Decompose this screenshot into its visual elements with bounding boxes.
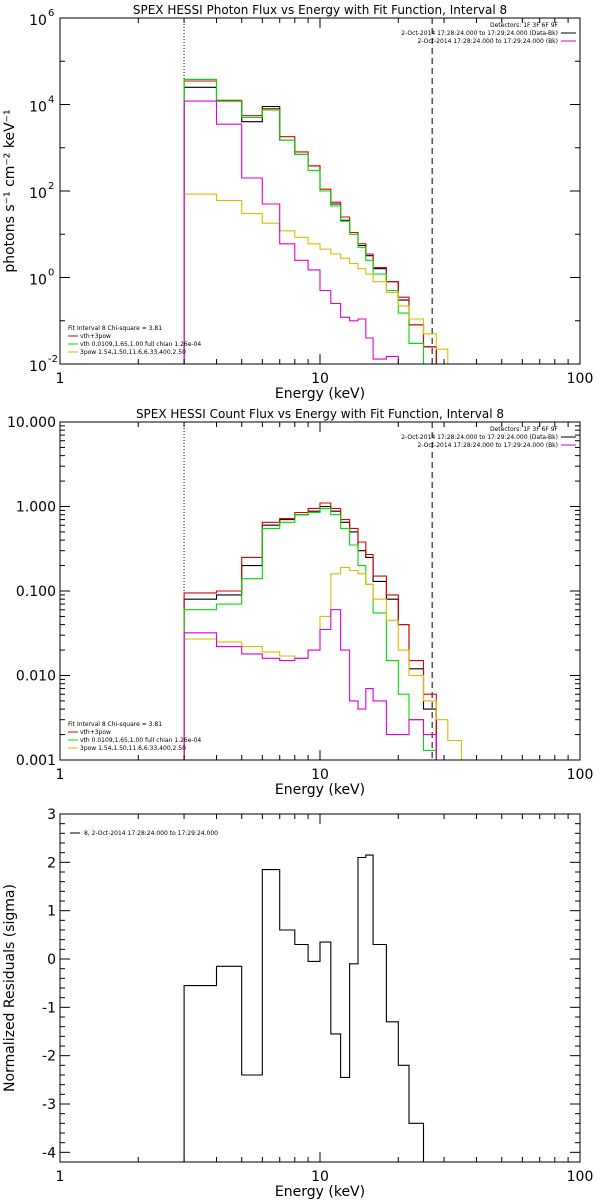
series-bpow-step-line <box>183 566 477 760</box>
legend-bottomleft-text: vth+3pow <box>80 333 111 340</box>
plot-area <box>183 854 437 1162</box>
legend-topright-text: 2-Oct-2014 17:28:24.000 to 17:29:24.000 … <box>418 38 559 45</box>
y-tick-exponent: 6 <box>48 8 54 19</box>
y-tick-label: -1 <box>42 1000 56 1016</box>
x-tick-label: 1 <box>56 371 65 387</box>
y-tick-label: 0 <box>47 952 56 968</box>
x-axis-label: Energy (keV) <box>275 386 365 402</box>
legend-topright-text: Detectors: 1F 3F 6F 9F <box>490 22 559 29</box>
y-tick-label: 0.001 <box>16 753 56 769</box>
y-tick-label: 10.000 <box>7 415 56 431</box>
x-axis-label: Energy (keV) <box>275 1184 365 1200</box>
x-tick-label: 10 <box>311 1169 329 1185</box>
x-tick-label: 1 <box>56 767 65 783</box>
y-tick-label: -3 <box>42 1097 56 1113</box>
legend-bottomleft-text: Fit Interval 8 Chi-square = 3.81 <box>68 325 162 332</box>
x-tick-label: 100 <box>567 371 594 387</box>
series-bpow-step-line <box>183 193 477 364</box>
chart-title: SPEX HESSI Photon Flux vs Energy with Fi… <box>133 3 507 17</box>
x-tick-label: 10 <box>311 767 329 783</box>
x-tick-label: 10 <box>311 371 329 387</box>
series-data-step-line <box>183 854 437 1162</box>
y-tick-label: 0.100 <box>16 584 56 600</box>
chart-panel-2: SPEX HESSI Count Flux vs Energy with Fit… <box>7 407 593 798</box>
y-tick-label: -2 <box>42 1049 56 1065</box>
series-bk-step-line <box>183 609 477 760</box>
plot-frame <box>59 813 581 1163</box>
legend-bottomleft-text: vth 0.0109,1.65,1.00 full chian 1.26e-04 <box>80 737 201 744</box>
series-data-step-line <box>183 505 477 760</box>
y-axis-label: photons s⁻¹ cm⁻² keV⁻¹ <box>2 109 18 272</box>
x-tick-label: 1 <box>56 1169 65 1185</box>
y-axis-label: Normalized Residuals (sigma) <box>2 884 18 1092</box>
legend-bottomleft-text: 3pow 1.54,1.50,11.6,6.33,400,2.50 <box>80 349 186 356</box>
y-tick-exponent: 2 <box>48 181 54 192</box>
legend-bottomleft-text: vth 0.0109,1.65,1.00 full chian 1.26e-04 <box>80 341 201 348</box>
y-tick-label: 1 <box>47 904 56 920</box>
y-tick-label: -4 <box>42 1145 56 1161</box>
y-tick-exponent: 0 <box>48 268 54 279</box>
y-tick-exponent: 4 <box>48 95 54 106</box>
y-tick-label: 3 <box>47 807 56 823</box>
legend-topright-text: Detectors: 1F 3F 6F 9F <box>490 426 559 433</box>
plot-area <box>183 18 477 364</box>
y-tick-label: 10 <box>29 186 47 202</box>
legend-bottomleft-text: Fit Interval 8 Chi-square = 3.81 <box>68 721 162 728</box>
y-tick-label: 0.010 <box>16 669 56 685</box>
series-total-step-line <box>183 80 477 364</box>
legend-bottomleft-text: vth+3pow <box>80 729 111 736</box>
series-vth-step-line <box>183 78 477 364</box>
legend-bottomleft-text: 3pow 1.54,1.50,11.6,6.33,400,2.50 <box>80 745 186 752</box>
legend-topright-text: 2-Oct-2014 17:28:24.000 to 17:29:24.000 … <box>418 442 559 449</box>
chart-title: SPEX HESSI Count Flux vs Energy with Fit… <box>136 407 504 421</box>
legend-topleft-text: 8, 2-Oct-2014 17:28:24.000 to 17:29:24.0… <box>84 830 218 837</box>
x-axis-label: Energy (keV) <box>275 782 365 798</box>
y-tick-label: 10 <box>29 359 47 375</box>
chart-panel-1: SPEX HESSI Photon Flux vs Energy with Fi… <box>2 3 593 402</box>
x-tick-label: 100 <box>567 767 594 783</box>
chart-panel-3: 1 10 100 -4 -3 -2 -1 0 1 2 3 Energy (keV) Normalized… <box>2 807 593 1200</box>
legend-topright-text: 2-Oct-2014 17:28:24.000 to 17:29:24.000 … <box>401 434 558 441</box>
y-tick-label: 2 <box>47 855 56 871</box>
plot-area <box>183 422 477 760</box>
x-tick-label: 100 <box>567 1169 594 1185</box>
plot-frame <box>59 421 581 761</box>
series-total-step-line <box>183 502 477 760</box>
y-tick-label: 10 <box>29 100 47 116</box>
y-tick-label: 10 <box>29 273 47 289</box>
y-tick-exponent: -2 <box>48 354 58 365</box>
legend-topright-text: 2-Oct-2014 17:28:24.000 to 17:29:24.000 … <box>401 30 558 37</box>
y-tick-label: 10 <box>29 13 47 29</box>
y-tick-label: 1.000 <box>16 500 56 516</box>
